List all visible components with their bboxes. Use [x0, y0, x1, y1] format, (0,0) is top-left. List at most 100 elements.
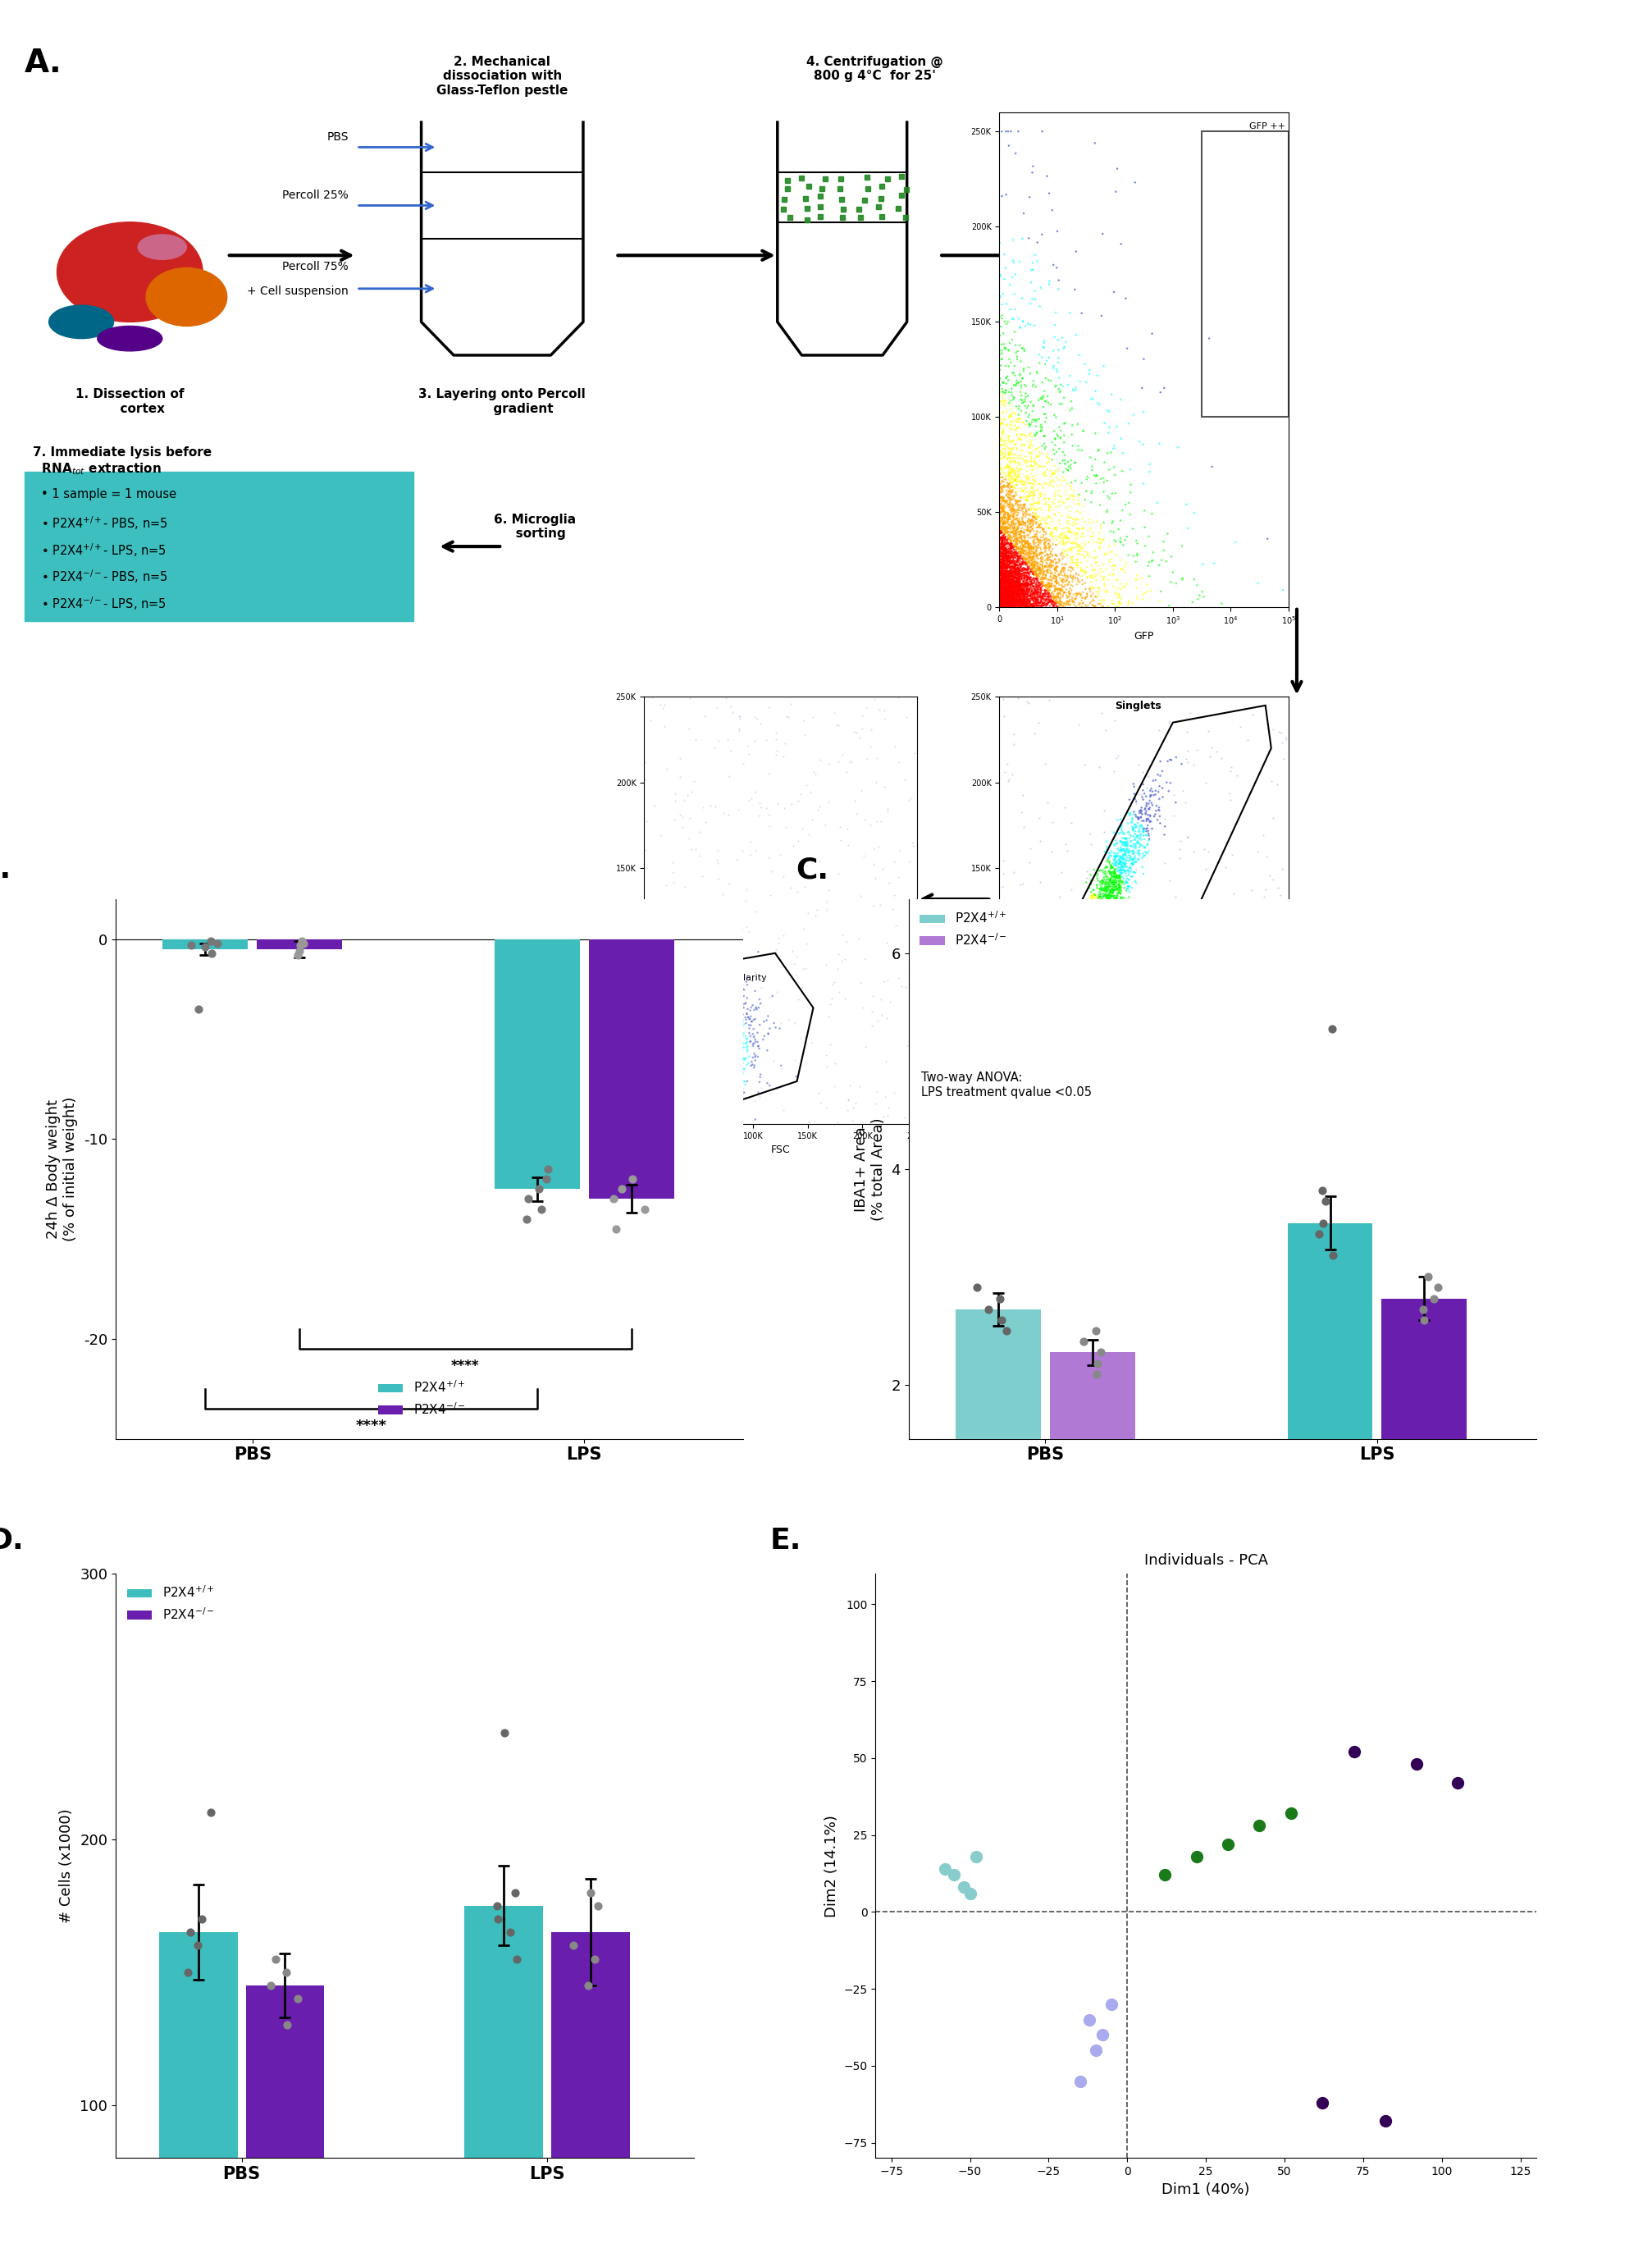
- Point: [681, 962, 707, 998]
- Point: [1046, 452, 1072, 488]
- Point: [1090, 522, 1117, 558]
- Point: [1092, 901, 1118, 937]
- Point: [990, 564, 1016, 600]
- Point: [1062, 560, 1089, 596]
- Point: [1052, 324, 1079, 360]
- Point: [686, 1036, 712, 1072]
- Point: [1031, 560, 1057, 596]
- Point: [714, 1030, 740, 1066]
- Point: [993, 537, 1019, 573]
- Point: [1037, 468, 1064, 504]
- Point: [1042, 472, 1069, 508]
- Point: [1024, 1000, 1051, 1036]
- Point: [991, 526, 1018, 562]
- Point: [1042, 542, 1069, 578]
- Point: [1023, 582, 1049, 618]
- Point: [676, 935, 702, 971]
- Point: [988, 571, 1014, 607]
- Point: [998, 434, 1024, 470]
- Point: [996, 474, 1023, 510]
- Point: [1009, 542, 1036, 578]
- Point: [1014, 575, 1041, 611]
- Point: [996, 566, 1023, 602]
- Point: [1021, 558, 1047, 593]
- Point: [1049, 955, 1075, 991]
- Point: [709, 996, 735, 1032]
- Point: [991, 506, 1018, 542]
- Point: [996, 584, 1023, 620]
- Point: [991, 584, 1018, 620]
- Point: [672, 969, 699, 1005]
- Point: [1066, 432, 1092, 468]
- Point: [1079, 949, 1105, 985]
- Point: [995, 540, 1021, 575]
- Point: [1009, 580, 1036, 616]
- Point: [996, 571, 1023, 607]
- Point: [702, 998, 729, 1034]
- Point: [996, 481, 1023, 517]
- Point: [990, 560, 1016, 596]
- Point: [669, 1063, 695, 1099]
- Point: [990, 468, 1016, 504]
- Point: [1001, 396, 1028, 432]
- Point: [1052, 560, 1079, 596]
- Point: [1001, 551, 1028, 587]
- Point: [1069, 913, 1095, 949]
- Point: [1037, 1045, 1064, 1081]
- Point: [1016, 544, 1042, 580]
- Point: [664, 1005, 691, 1041]
- Point: [1047, 587, 1074, 623]
- Point: [996, 571, 1023, 607]
- Point: [1062, 958, 1089, 994]
- Point: [990, 499, 1016, 535]
- Point: [644, 973, 671, 1009]
- Point: [679, 1007, 705, 1043]
- Point: [1014, 589, 1041, 625]
- Point: [1013, 513, 1039, 549]
- Point: [1074, 933, 1100, 969]
- Point: [1011, 558, 1037, 593]
- Point: [1023, 558, 1049, 593]
- Point: [682, 1057, 709, 1093]
- Point: [687, 1043, 714, 1079]
- Point: [1092, 919, 1118, 955]
- Point: [1070, 519, 1097, 555]
- Point: [1047, 964, 1074, 1000]
- Point: [707, 1072, 733, 1108]
- Point: [1004, 589, 1031, 625]
- Point: [1028, 553, 1054, 589]
- Point: [1044, 353, 1070, 389]
- Point: [662, 1003, 689, 1039]
- Point: [720, 1023, 747, 1059]
- Point: [1079, 452, 1105, 488]
- Point: [1094, 573, 1120, 609]
- Point: [717, 971, 743, 1007]
- Point: [986, 544, 1013, 580]
- Point: [1138, 544, 1165, 580]
- Point: [1059, 953, 1085, 989]
- Point: [695, 1063, 722, 1099]
- Point: [1072, 955, 1099, 991]
- Point: [988, 578, 1014, 614]
- Point: [986, 566, 1013, 602]
- Point: [995, 1081, 1021, 1117]
- Point: [1039, 517, 1066, 553]
- Point: [1056, 991, 1082, 1027]
- Point: [990, 587, 1016, 623]
- Point: [991, 533, 1018, 569]
- Point: [1061, 371, 1087, 407]
- Point: [677, 1061, 704, 1097]
- Point: [676, 978, 702, 1014]
- Point: [993, 544, 1019, 580]
- Point: [996, 571, 1023, 607]
- Point: [999, 468, 1026, 504]
- Point: [643, 1009, 669, 1045]
- Point: [1080, 881, 1107, 917]
- Point: [1041, 1036, 1067, 1072]
- Point: [1069, 917, 1095, 953]
- Point: [722, 1086, 748, 1122]
- Point: [1105, 895, 1132, 931]
- Point: [834, 1081, 861, 1117]
- Point: [990, 519, 1016, 555]
- Point: [1004, 587, 1031, 623]
